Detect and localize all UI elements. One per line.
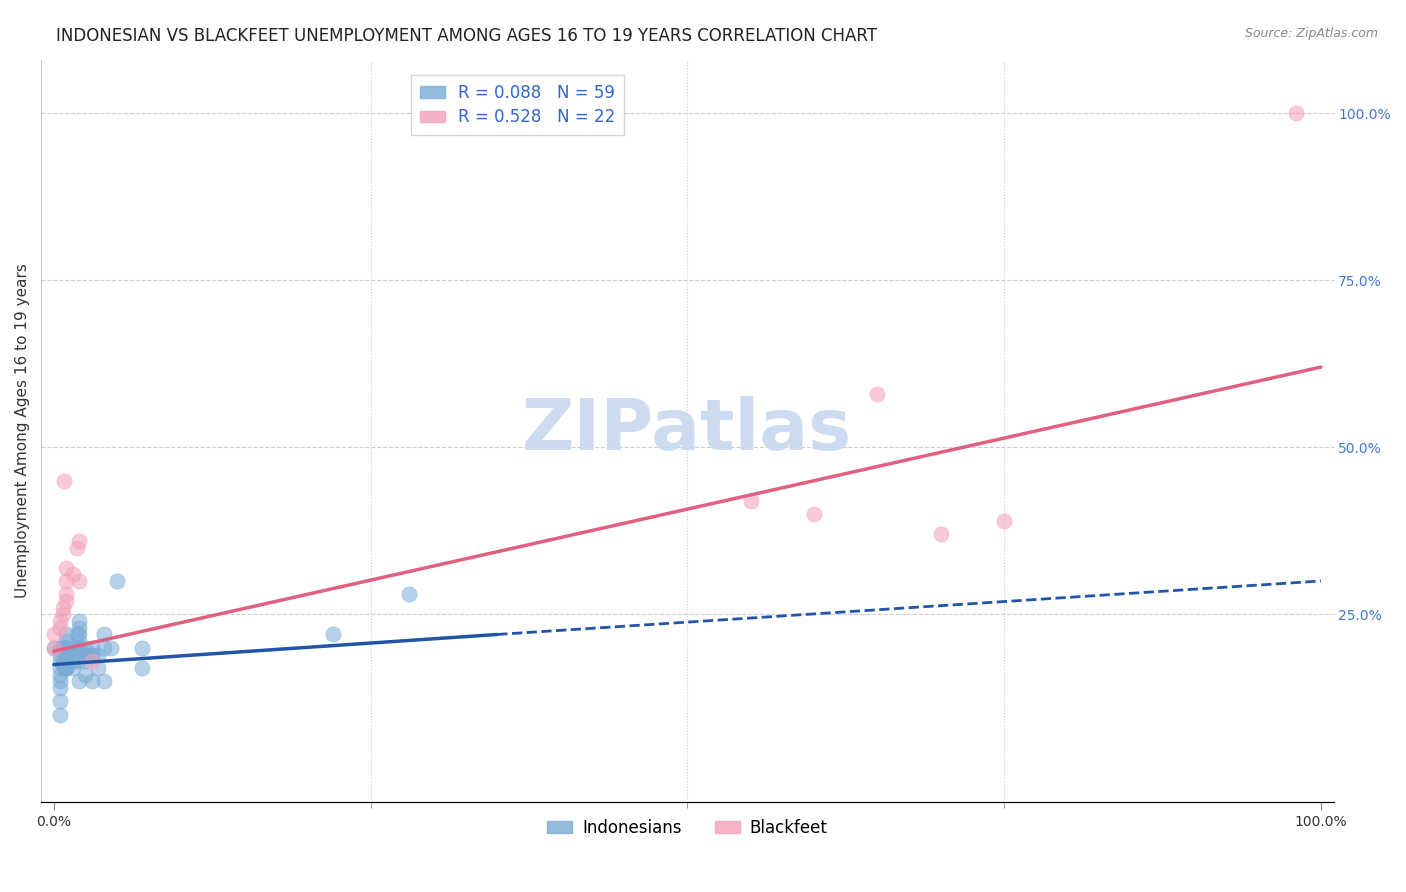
Point <box>55 634 77 648</box>
Point <box>131 640 153 655</box>
Point <box>1284 106 1306 120</box>
Point <box>55 560 77 574</box>
Text: ZIPatlas: ZIPatlas <box>522 396 852 465</box>
Point <box>62 654 84 668</box>
Point <box>52 654 75 668</box>
Point <box>67 574 90 588</box>
Point <box>740 493 762 508</box>
Point <box>866 387 889 401</box>
Point <box>49 694 72 708</box>
Point <box>52 661 75 675</box>
Point <box>67 640 90 655</box>
Point <box>49 681 72 695</box>
Point <box>49 640 72 655</box>
Point <box>52 474 75 488</box>
Point <box>80 648 103 662</box>
Y-axis label: Unemployment Among Ages 16 to 19 years: Unemployment Among Ages 16 to 19 years <box>15 263 30 598</box>
Point <box>67 533 90 548</box>
Point <box>105 574 128 588</box>
Point <box>42 627 65 641</box>
Point <box>49 674 72 689</box>
Point <box>55 587 77 601</box>
Point <box>55 574 77 588</box>
Point <box>80 648 103 662</box>
Point <box>49 621 72 635</box>
Point <box>55 661 77 675</box>
Point <box>55 661 77 675</box>
Point <box>75 648 97 662</box>
Point <box>929 527 952 541</box>
Point <box>55 594 77 608</box>
Point <box>49 648 72 662</box>
Legend: Indonesians, Blackfeet: Indonesians, Blackfeet <box>538 811 837 846</box>
Point <box>75 640 97 655</box>
Point <box>80 654 103 668</box>
Point <box>67 640 90 655</box>
Point <box>49 661 72 675</box>
Point <box>52 640 75 655</box>
Point <box>55 654 77 668</box>
Point <box>49 707 72 722</box>
Point <box>52 600 75 615</box>
Point <box>67 648 90 662</box>
Point <box>42 640 65 655</box>
Point <box>67 621 90 635</box>
Point <box>80 674 103 689</box>
Point <box>131 661 153 675</box>
Point <box>93 640 115 655</box>
Point <box>398 587 420 601</box>
Point <box>49 667 72 681</box>
Point <box>75 667 97 681</box>
Point <box>62 648 84 662</box>
Point <box>67 614 90 628</box>
Point <box>49 614 72 628</box>
Point <box>93 674 115 689</box>
Point <box>100 640 122 655</box>
Point <box>62 661 84 675</box>
Point <box>803 507 825 521</box>
Point <box>52 607 75 622</box>
Point <box>55 627 77 641</box>
Point <box>49 654 72 668</box>
Text: Source: ZipAtlas.com: Source: ZipAtlas.com <box>1244 27 1378 40</box>
Point <box>993 514 1015 528</box>
Point <box>53 661 76 675</box>
Point <box>55 640 77 655</box>
Point <box>80 640 103 655</box>
Point <box>75 654 97 668</box>
Point <box>65 627 87 641</box>
Point <box>322 627 344 641</box>
Text: INDONESIAN VS BLACKFEET UNEMPLOYMENT AMONG AGES 16 TO 19 YEARS CORRELATION CHART: INDONESIAN VS BLACKFEET UNEMPLOYMENT AMO… <box>56 27 877 45</box>
Point <box>52 640 75 655</box>
Point <box>67 627 90 641</box>
Point <box>55 648 77 662</box>
Point <box>87 661 110 675</box>
Point <box>67 674 90 689</box>
Point <box>65 541 87 555</box>
Point <box>55 640 77 655</box>
Point <box>67 654 90 668</box>
Point <box>53 640 76 655</box>
Point <box>67 634 90 648</box>
Point <box>62 567 84 582</box>
Point <box>87 648 110 662</box>
Point <box>93 627 115 641</box>
Point <box>65 640 87 655</box>
Point <box>42 640 65 655</box>
Point <box>53 648 76 662</box>
Point <box>62 640 84 655</box>
